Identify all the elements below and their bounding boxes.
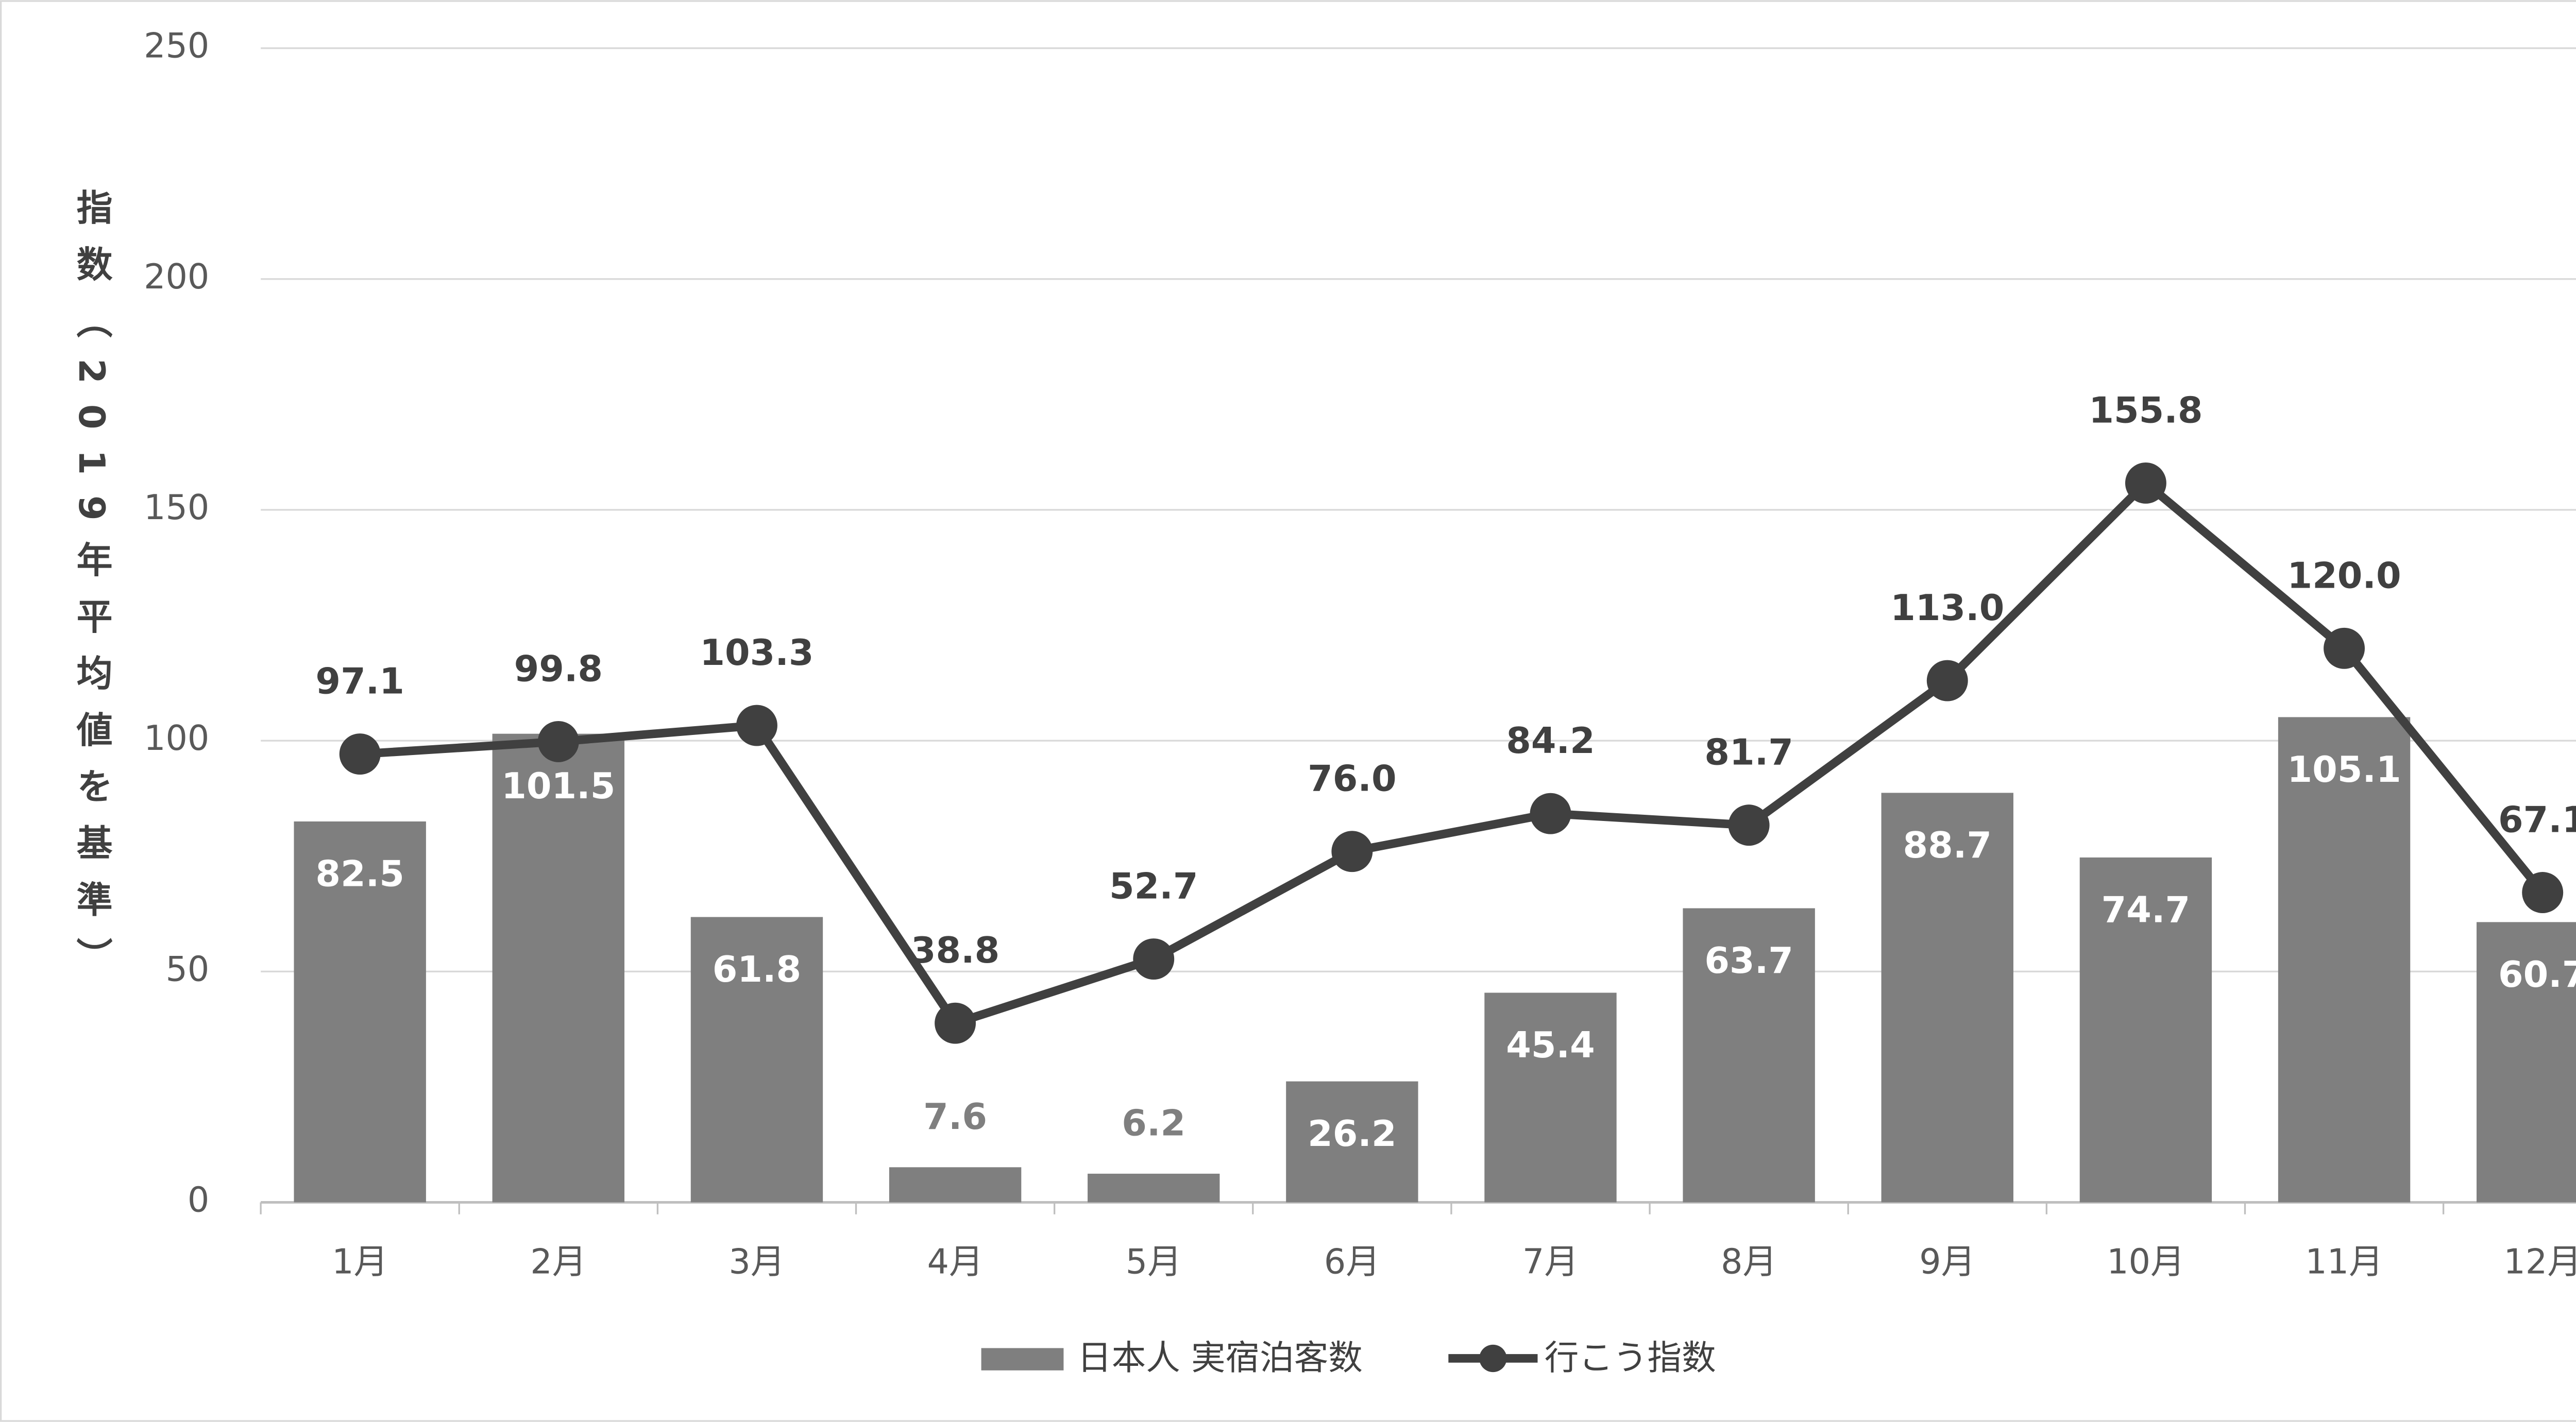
line-marker — [1133, 938, 1175, 980]
line — [360, 478, 2546, 1027]
bar — [492, 733, 625, 1203]
y-tick-label: 250 — [144, 26, 209, 66]
bar — [2079, 857, 2212, 1203]
bar-value-label: 45.4 — [1506, 1024, 1595, 1066]
y-tick-label: 150 — [144, 487, 209, 527]
line-value-label: 67.1 — [2498, 799, 2576, 841]
line-value-label: 113.0 — [1890, 587, 2004, 629]
line-value-label: 103.3 — [700, 632, 814, 674]
x-tick-label: 1月 — [332, 1241, 388, 1281]
bar — [889, 1167, 1022, 1203]
y-tick-label: 50 — [166, 949, 210, 989]
line-value-label: 97.1 — [315, 661, 404, 703]
bar — [1286, 1081, 1418, 1203]
bar — [1683, 908, 1815, 1203]
line-value-label: 99.8 — [514, 648, 603, 690]
line-marker — [1728, 804, 1770, 846]
y-tick-label: 200 — [144, 256, 209, 297]
line-value-label: 76.0 — [1308, 758, 1396, 800]
line-marker — [935, 1002, 976, 1044]
bar — [2278, 717, 2411, 1203]
line-value-label: 84.2 — [1506, 720, 1595, 762]
line-marker — [1331, 831, 1373, 872]
bar — [294, 821, 426, 1203]
line-marker — [736, 705, 777, 746]
x-tick-label: 2月 — [530, 1241, 586, 1281]
line-value-label: 155.8 — [2089, 389, 2202, 431]
bar-value-label: 105.1 — [2287, 749, 2401, 791]
x-tick-label: 7月 — [1522, 1241, 1579, 1281]
y-tick-label: 100 — [144, 718, 209, 758]
bar — [1484, 992, 1617, 1203]
bar — [2477, 922, 2576, 1203]
bar — [690, 917, 823, 1203]
line-marker — [2125, 462, 2166, 504]
x-tick-label: 5月 — [1126, 1241, 1182, 1281]
line-value-label: 81.7 — [1704, 732, 1793, 774]
bar-value-label: 7.6 — [923, 1096, 987, 1138]
line-marker — [339, 733, 381, 775]
bar-value-label: 61.8 — [713, 949, 801, 990]
line-value-label: 120.0 — [2287, 555, 2401, 596]
bar-value-label: 26.2 — [1308, 1113, 1396, 1155]
x-tick-label: 4月 — [927, 1241, 984, 1281]
bar — [1088, 1173, 1220, 1203]
x-tick-label: 8月 — [1721, 1241, 1777, 1281]
bar-value-label: 63.7 — [1704, 940, 1793, 982]
line-marker — [2522, 872, 2564, 913]
line-marker — [537, 721, 579, 762]
line-value-label: 38.8 — [911, 930, 999, 971]
bar-value-label: 60.7 — [2498, 954, 2576, 996]
bar-value-label: 6.2 — [1122, 1103, 1185, 1144]
line-marker — [2324, 627, 2365, 669]
x-tick-label: 9月 — [1919, 1241, 1975, 1281]
line-marker — [1926, 660, 1968, 701]
y-tick-label: 0 — [188, 1180, 209, 1220]
bar-value-label: 101.5 — [501, 765, 615, 807]
line-marker — [1530, 793, 1571, 834]
x-tick-label: 3月 — [728, 1241, 785, 1281]
legend-swatch — [1479, 1344, 1507, 1373]
legend-swatch — [981, 1348, 1064, 1370]
x-tick-label: 11月 — [2305, 1241, 2383, 1281]
bar-value-label: 82.5 — [315, 853, 404, 895]
bar-value-label: 74.7 — [2102, 889, 2190, 931]
x-tick-label: 12月 — [2504, 1241, 2576, 1281]
x-tick-label: 6月 — [1324, 1241, 1380, 1281]
legend-label: 日本人 実宿泊客数 — [1077, 1338, 1363, 1378]
bar-value-label: 88.7 — [1903, 825, 1992, 866]
legend-label: 行こう指数 — [1545, 1338, 1716, 1378]
line-value-label: 52.7 — [1109, 866, 1198, 907]
x-tick-label: 10月 — [2107, 1241, 2184, 1281]
y-axis-label: 指数（2019年平均値を基準） — [71, 189, 113, 994]
bar — [1881, 793, 2013, 1203]
